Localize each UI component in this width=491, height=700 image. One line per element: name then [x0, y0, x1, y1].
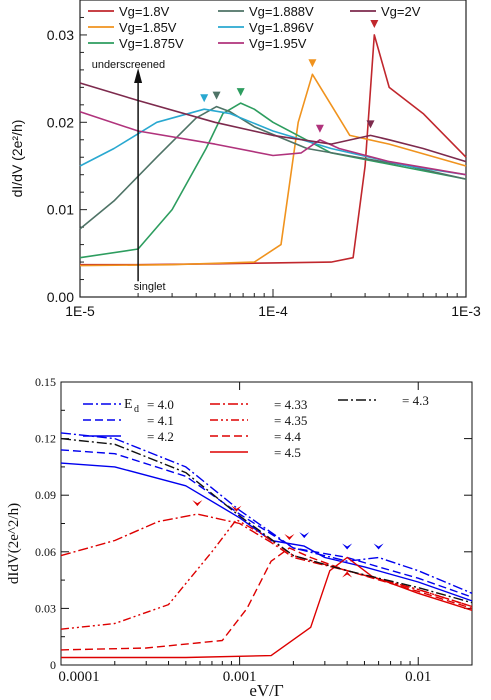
y-tick-label: 0.12: [35, 432, 56, 446]
series-line-vg-1-875v: [79, 102, 467, 259]
series-line-4-2: [60, 462, 473, 602]
peak-marker: [308, 59, 317, 68]
peak-marker: [200, 94, 209, 103]
x-tick-label: 0.01: [405, 669, 431, 685]
peak-marker: [212, 91, 221, 100]
annotation-underscreened: underscreened: [92, 59, 165, 71]
x-axis-label: eV/Γ: [249, 681, 284, 700]
legend-prefix-subscript: d: [134, 404, 139, 415]
x-tick-label: 1E-4: [258, 303, 288, 319]
legend-label-vg-2v: Vg=2V: [381, 4, 421, 19]
peak-marker-up: [342, 571, 353, 578]
y-axis-label: dI/dV (2e²/h): [9, 120, 25, 198]
legend-label-4-33: = 4.33: [274, 397, 307, 412]
y-tick-label: 0.01: [47, 202, 74, 218]
y-tick-label: 0.06: [35, 545, 56, 559]
series-line-vg-1-85v: [79, 73, 467, 267]
series-line-4-1: [60, 449, 473, 598]
chart-bottom-dIdV-vs-eV: 0 0.03 0.06 0.09 0.12 0.15 0.0001 0.001 0.01 eV/Γ…: [6, 375, 473, 700]
legend-label-vg-1-95v: Vg=1.95V: [249, 36, 307, 51]
y-tick-label: 0.15: [35, 375, 56, 389]
legend-label-4-3: = 4.3: [402, 393, 429, 408]
legend-label-vg-1-888v: Vg=1.888V: [249, 4, 314, 19]
x-tick-label: 1E-5: [65, 303, 95, 319]
series-line-4-35: [60, 519, 473, 630]
legend-label-vg-1-875v: Vg=1.875V: [119, 36, 184, 51]
legend-label-4-5: = 4.5: [274, 445, 301, 460]
peak-marker: [284, 534, 295, 541]
y-axis-label: dIdV(2e^2/h): [6, 503, 22, 584]
y-tick-label: 0.03: [47, 27, 74, 43]
chart-top-dIdV-vs-V: 0.00 0.01 0.02 0.03 1E-5 1E-4 1E-3 dI/dV (2e²/h…: [9, 0, 481, 319]
series-line-4-5: [61, 556, 473, 659]
y-tick-label: 0.00: [47, 289, 74, 305]
peak-marker: [342, 543, 353, 550]
legend-label-vg-1-8v: Vg=1.8V: [119, 4, 170, 19]
peak-marker: [236, 88, 245, 97]
series-line-vg-1-888v: [79, 105, 467, 230]
peak-marker: [231, 505, 242, 512]
y-tick-label: 0: [50, 658, 56, 672]
peak-marker: [366, 120, 375, 129]
y-tick-label: 0.09: [35, 488, 56, 502]
series-line-vg-1-95v: [79, 111, 467, 176]
peak-marker: [192, 500, 203, 507]
legend-label-4-4: = 4.4: [274, 429, 301, 444]
series-line-4-4: [60, 547, 473, 651]
annotation-singlet: singlet: [134, 281, 166, 293]
series-line-vg-2v: [79, 82, 467, 163]
peak-marker: [299, 532, 310, 539]
legend-label-vg-1-85v: Vg=1.85V: [119, 20, 177, 35]
legend-label-4-1: = 4.1: [147, 413, 174, 428]
series-line-4-3: [60, 437, 473, 604]
y-tick-label: 0.03: [35, 601, 56, 615]
y-tick-label: 0.02: [47, 114, 74, 130]
legend-label-4-2: = 4.2: [147, 429, 174, 444]
legend-label-4-35: = 4.35: [274, 413, 307, 428]
x-tick-label: 1E-3: [451, 303, 481, 319]
trend-arrow-head: [134, 68, 143, 83]
legend-label-vg-1-896v: Vg=1.896V: [249, 20, 314, 35]
series-line-4-33: [60, 513, 473, 608]
peak-marker: [315, 124, 324, 133]
x-tick-label: 0.001: [223, 669, 257, 685]
peak-marker: [373, 543, 384, 550]
legend-prefix: E: [124, 397, 133, 412]
legend-label-4-0: = 4.0: [147, 397, 174, 412]
plot-frame: [60, 381, 473, 666]
peak-marker: [370, 19, 379, 28]
x-tick-label: 0.0001: [58, 669, 99, 685]
